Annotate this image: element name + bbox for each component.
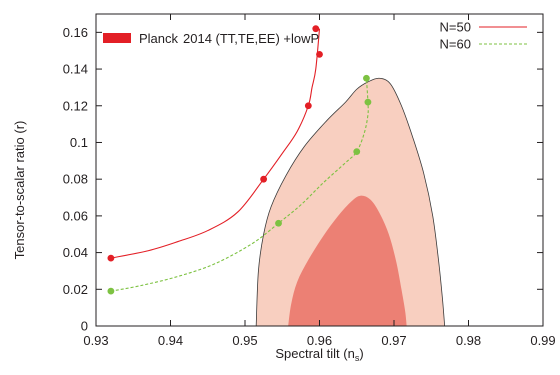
- y-tick-label: 0.02: [63, 282, 88, 297]
- y-tick-label: 0.04: [63, 245, 88, 260]
- y-axis-label: Tensor-to-scalar ratio (r): [12, 121, 27, 260]
- y-tick-label: 0.08: [63, 172, 88, 187]
- y-tick-label: 0.14: [63, 62, 88, 77]
- series-line-n50: [110, 28, 321, 259]
- x-axis-label-close: ): [359, 346, 363, 361]
- planck-legend-swatch: [103, 33, 131, 43]
- x-axis-label: Spectral tilt (ns): [275, 346, 363, 363]
- series-legend: N=50 N=60: [440, 20, 527, 52]
- series-marker-n50-3: [316, 50, 323, 58]
- series-layer: [107, 25, 372, 295]
- series-marker-n60-0: [107, 287, 115, 295]
- contour-layer: [255, 77, 446, 327]
- series-marker-n50-1: [260, 175, 268, 183]
- planck-legend-detail: 2014 (TT,TE,EE) +lowP: [183, 31, 319, 46]
- x-axis-label-subscript: s: [355, 353, 360, 363]
- x-tick-label: 0.97: [381, 333, 406, 348]
- y-tick-label: 0.1: [70, 135, 88, 150]
- legend-label-n50: N=50: [440, 20, 471, 35]
- y-tick-label: 0.06: [63, 208, 88, 223]
- tick-layer: 0.93 0.94 0.95 0.96 0.97 0.98 0.99 0 0.02 0.04 0.0…: [63, 14, 556, 348]
- x-tick-label: 0.98: [456, 333, 481, 348]
- contour-inner: [288, 195, 407, 326]
- y-tick-label: 0.16: [63, 25, 88, 40]
- series-marker-n50-4: [312, 25, 320, 33]
- series-line-n60: [110, 78, 369, 292]
- series-marker-n60-3: [364, 98, 372, 106]
- y-tick-label: 0.12: [63, 98, 88, 113]
- planck-legend-name: Planck: [139, 31, 179, 46]
- planck-legend: Planck 2014 (TT,TE,EE) +lowP: [103, 31, 319, 46]
- contour-outer: [255, 77, 446, 327]
- series-marker-n50-2: [304, 102, 312, 110]
- x-axis-label-main: Spectral tilt (n: [275, 346, 354, 361]
- series-marker-n60-4: [363, 74, 370, 82]
- x-tick-label: 0.94: [158, 333, 183, 348]
- series-marker-n50-0: [107, 254, 115, 262]
- series-marker-n60-2: [353, 148, 361, 156]
- x-tick-label: 0.95: [232, 333, 257, 348]
- series-marker-n60-1: [275, 219, 282, 227]
- x-tick-label: 0.93: [83, 333, 108, 348]
- y-tick-label: 0: [81, 319, 88, 334]
- x-tick-label: 0.99: [530, 333, 555, 348]
- legend-label-n60: N=60: [440, 37, 471, 52]
- x-tick-label: 0.96: [307, 333, 332, 348]
